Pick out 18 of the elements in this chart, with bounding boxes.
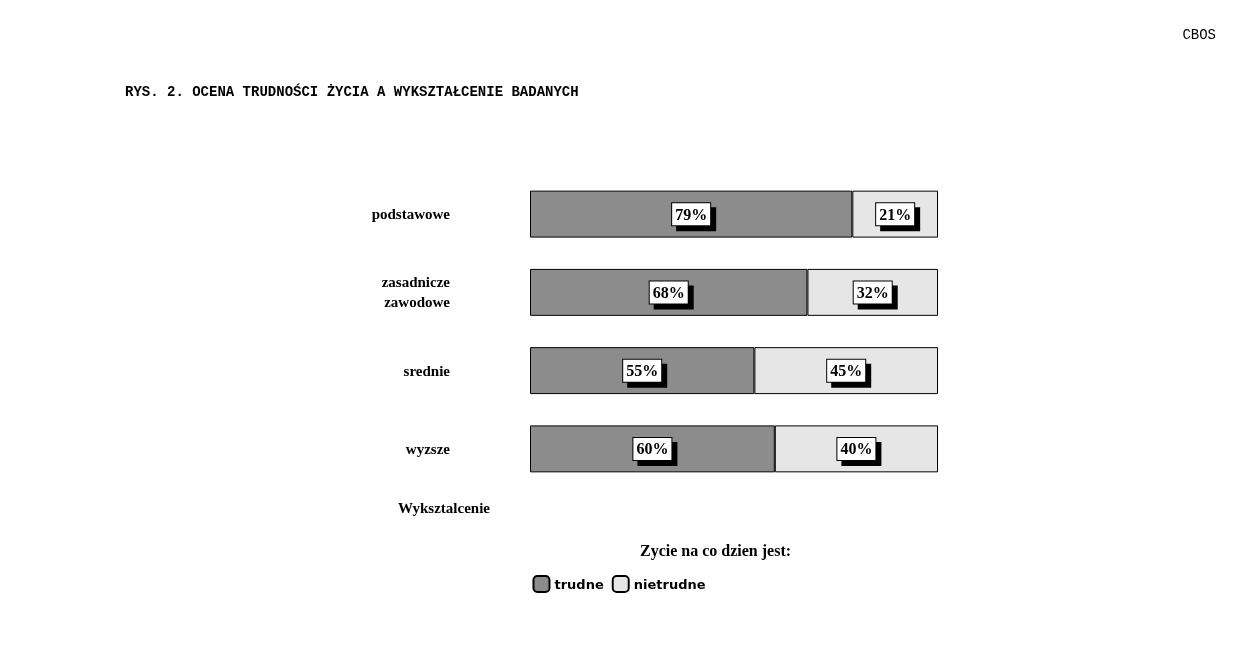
text: RYS. 2. OCENA TRUDNOŚCI ŻYCIA A WYKSZTAŁCENIE BADANYCH (125, 83, 579, 100)
data-label: 68% (652, 283, 685, 301)
data-label: 21% (879, 205, 912, 223)
y-tick-label: wyzsze (405, 440, 451, 457)
legend-label: trudne (554, 576, 604, 592)
legend-title: Zycie na co dzien jest: (640, 541, 792, 560)
text: CBOS (1182, 27, 1216, 43)
data-label: 60% (636, 440, 669, 458)
y-tick-label: srednie (403, 362, 451, 379)
data-label: 32% (856, 283, 889, 301)
data-label: 40% (840, 440, 873, 458)
data-label: 55% (626, 362, 659, 380)
legend-label: nietrudne (633, 576, 706, 592)
y-tick-label: podstawowe (371, 206, 451, 223)
data-label: 79% (675, 205, 708, 223)
y-axis-title: Wyksztalcenie (398, 499, 491, 516)
data-label: 45% (830, 362, 863, 380)
y-tick-label: zasadnicze zawodowe (381, 274, 451, 311)
